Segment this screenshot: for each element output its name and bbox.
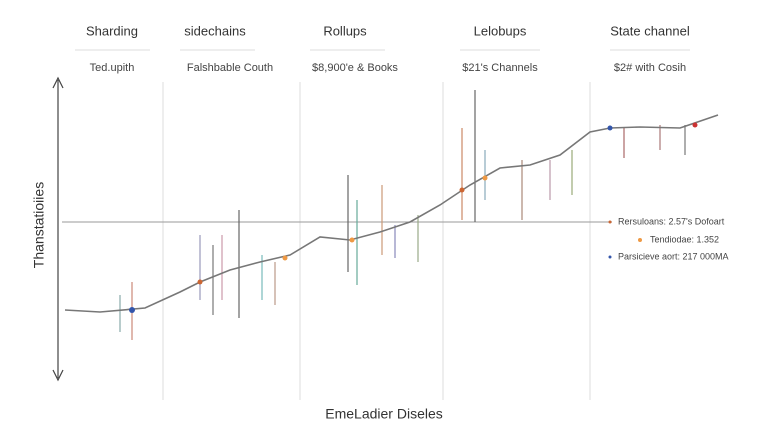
column-subtitle: $2# with Cosih xyxy=(614,62,686,74)
column-subtitle: Falshbable Couth xyxy=(187,62,273,74)
column-title: State channel xyxy=(610,23,690,38)
trend-dots xyxy=(129,122,698,313)
legend-entry: Tendiodae: 1.352 xyxy=(650,234,719,244)
column-title: Rollups xyxy=(323,23,367,38)
column-subtitle: Ted.upith xyxy=(90,62,135,74)
x-axis-label: EmeLadier Diseles xyxy=(325,406,443,422)
legend-marker xyxy=(638,238,642,242)
legend-entry: Parsicieve aort: 217 000MA xyxy=(618,251,729,261)
y-axis-label: Thanstatioiies xyxy=(31,182,47,268)
legend-marker xyxy=(608,220,612,224)
legend-marker xyxy=(608,255,612,259)
column-title: sidechains xyxy=(184,23,246,38)
trend-line xyxy=(64,114,719,313)
axis-arrowheads xyxy=(52,76,64,382)
column-subtitle: $8,900'e & Books xyxy=(312,62,398,74)
column-subtitle: $21's Channels xyxy=(462,62,538,74)
legend-entry: Rersuloans: 2.57's Dofoart xyxy=(618,216,725,226)
column-title: Sharding xyxy=(86,23,138,38)
column-title: Lelobups xyxy=(474,23,527,38)
